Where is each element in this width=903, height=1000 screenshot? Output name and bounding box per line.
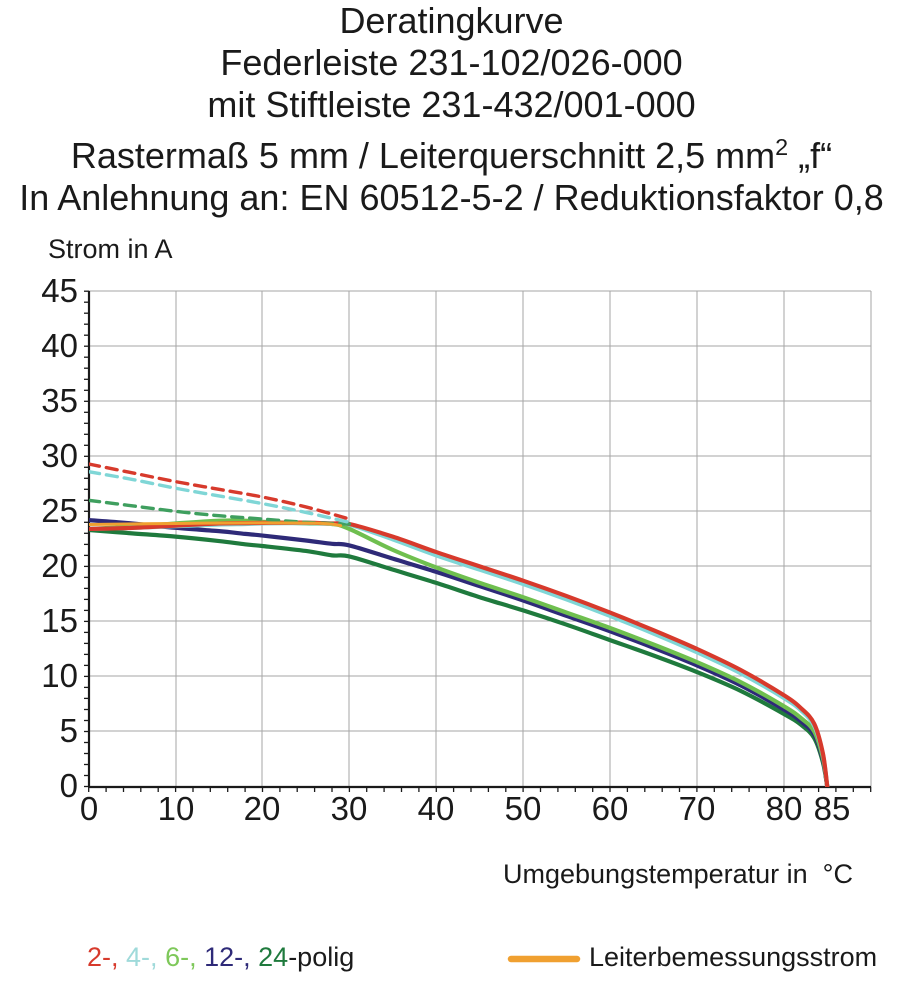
svg-text:60: 60 [592,790,629,827]
svg-text:0: 0 [60,767,78,804]
svg-text:10: 10 [158,790,195,827]
svg-text:50: 50 [505,790,542,827]
svg-text:85: 85 [814,790,851,827]
svg-text:20: 20 [41,547,78,584]
svg-text:45: 45 [41,272,78,309]
svg-text:25: 25 [41,492,78,529]
svg-text:15: 15 [41,602,78,639]
svg-text:40: 40 [41,327,78,364]
svg-text:30: 30 [41,437,78,474]
svg-text:30: 30 [331,790,368,827]
svg-text:35: 35 [41,382,78,419]
svg-text:20: 20 [244,790,281,827]
svg-text:40: 40 [418,790,455,827]
svg-text:5: 5 [60,712,78,749]
svg-text:70: 70 [679,790,716,827]
svg-text:0: 0 [80,790,98,827]
svg-text:10: 10 [41,657,78,694]
svg-text:80: 80 [766,790,803,827]
